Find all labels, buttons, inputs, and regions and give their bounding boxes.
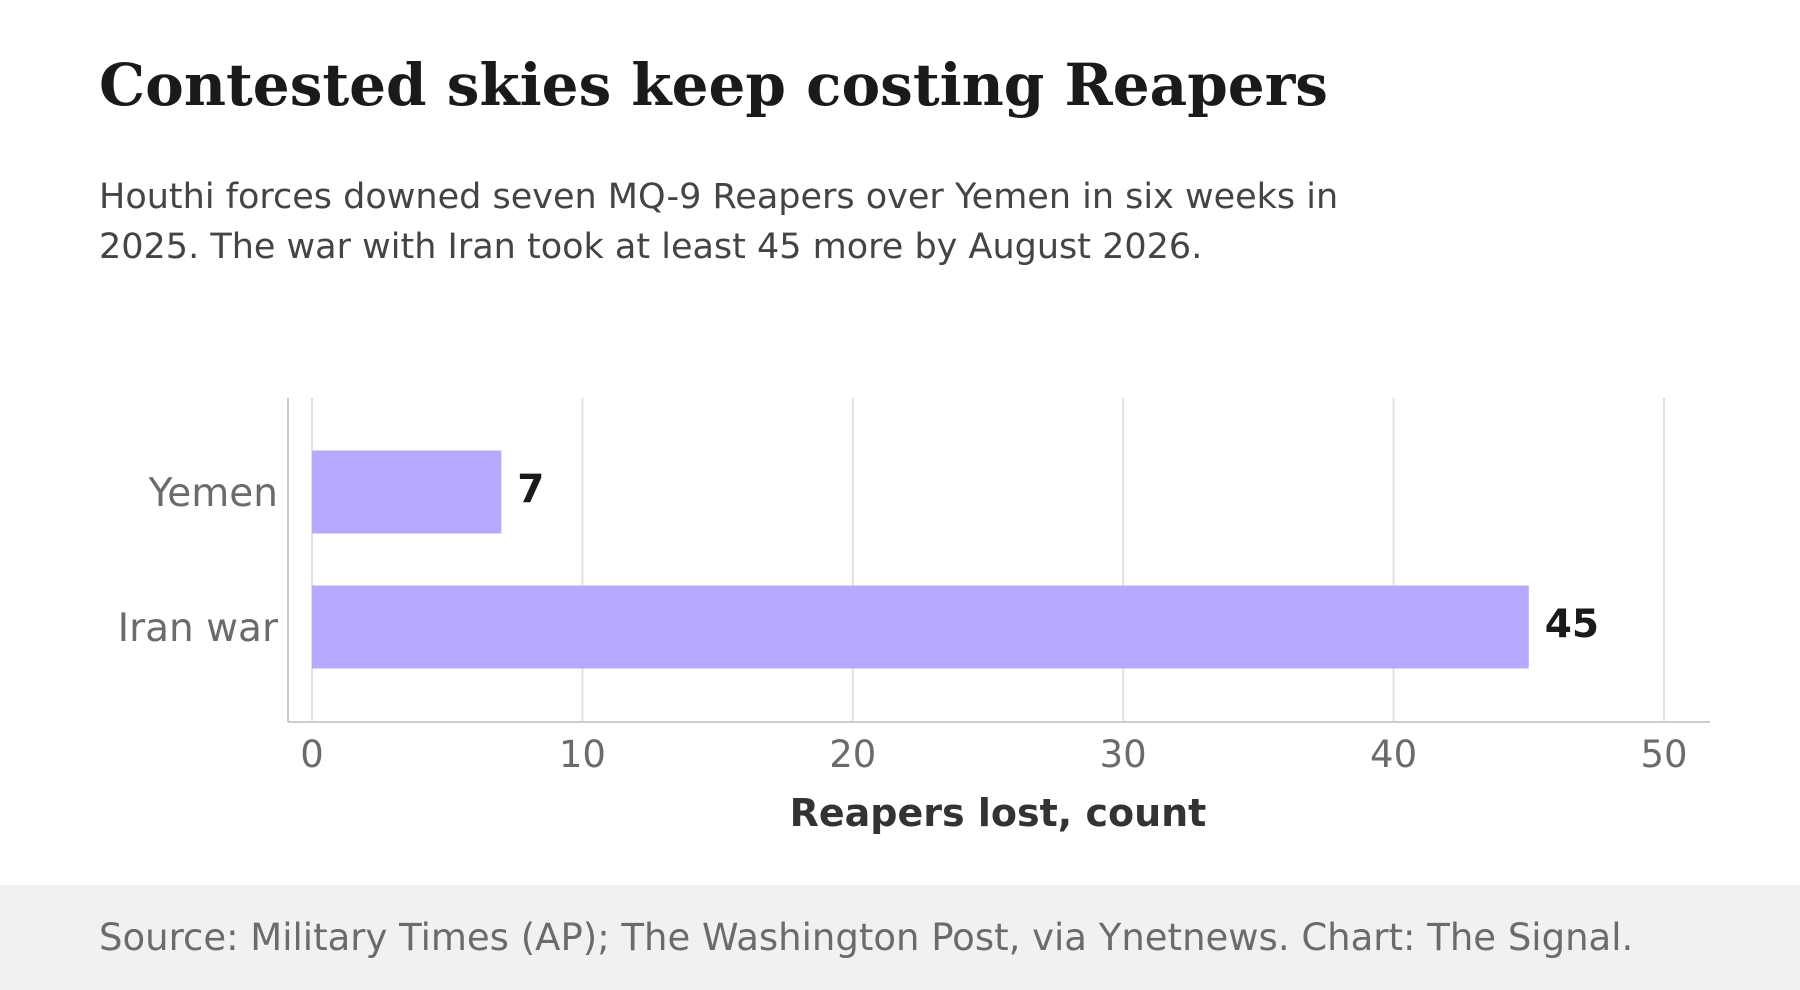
bar-yemen xyxy=(312,450,502,534)
bar-chart: 0 10 20 30 40 50 Yemen Iran war 7 45 Reapers lo… xyxy=(118,398,1710,835)
x-tick-label-40: 40 xyxy=(1370,733,1417,776)
bars xyxy=(312,450,1529,669)
value-labels: 7 45 xyxy=(517,467,1599,647)
value-label-iran-war: 45 xyxy=(1545,602,1599,647)
x-axis-title: Reapers lost, count xyxy=(790,791,1207,835)
chart-title: Contested skies keep costing Reapers xyxy=(99,51,1328,119)
gridlines xyxy=(311,398,1665,722)
x-tick-labels: 0 10 20 30 40 50 xyxy=(300,733,1687,776)
x-tick-label-30: 30 xyxy=(1100,733,1147,776)
bar-iran-war xyxy=(312,585,1529,669)
x-tick-label-50: 50 xyxy=(1640,733,1687,776)
x-tick-label-10: 10 xyxy=(559,733,606,776)
axes xyxy=(287,398,1710,723)
source-footer: Source: Military Times (AP); The Washing… xyxy=(0,885,1800,990)
source-text: Source: Military Times (AP); The Washing… xyxy=(99,916,1634,959)
chart-subtitle: Houthi forces downed seven MQ-9 Reapers … xyxy=(99,177,1339,267)
x-tick-label-20: 20 xyxy=(829,733,876,776)
category-label-iran-war: Iran war xyxy=(118,606,279,651)
x-tick-label-0: 0 xyxy=(300,733,324,776)
value-label-yemen: 7 xyxy=(517,467,544,512)
category-labels: Yemen Iran war xyxy=(118,471,279,651)
category-label-yemen: Yemen xyxy=(148,471,278,516)
